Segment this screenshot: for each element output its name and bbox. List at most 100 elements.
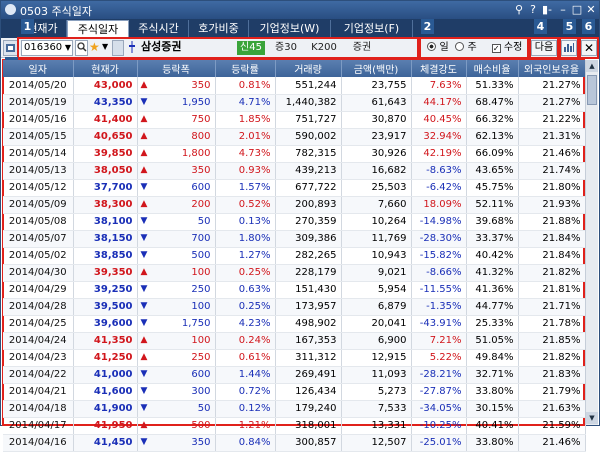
tab-daily[interactable]: 주식일자 — [67, 20, 129, 38]
cell-strength: 44.17% — [411, 94, 467, 112]
table-row[interactable]: 2014/05/13 38,050 ▲ 350 0.93% 439,213 16,682 -8… — [3, 162, 586, 180]
table-row[interactable]: 2014/05/14 39,850 ▲ 1,800 4.73% 782,315 30,926… — [3, 145, 586, 163]
table-row[interactable]: 2014/05/02 38,850 ▼ 500 1.27% 282,265 10,943 -1… — [3, 247, 586, 265]
table-row[interactable]: 2014/05/19 43,350 ▼ 1,950 4.71% 1,440,382 61,6… — [3, 94, 586, 112]
table-row[interactable]: 2014/05/15 40,650 ▲ 800 2.01% 590,002 23,917 32… — [3, 128, 586, 146]
cell-buy-ratio: 45.75% — [466, 179, 519, 197]
col-header-buy-ratio[interactable]: 매수비율 — [466, 60, 519, 77]
edit-checkbox[interactable]: ✓ 수정 — [489, 41, 525, 55]
table-row[interactable]: 2014/04/24 41,350 ▲ 100 0.24% 167,353 6,900 7.2… — [3, 332, 586, 350]
settings-icon[interactable] — [3, 40, 18, 56]
col-header-amount[interactable]: 금액(백만) — [341, 60, 412, 77]
cell-date: 2014/04/28 — [3, 298, 74, 316]
cell-strength: -1.35% — [411, 298, 467, 316]
stock-code-input[interactable]: 016360 ▼ — [21, 40, 73, 56]
cell-foreign-ratio: 21.83% — [518, 366, 586, 384]
cell-date: 2014/05/12 — [3, 179, 74, 197]
cell-date: 2014/05/19 — [3, 94, 74, 112]
table-row[interactable]: 2014/04/28 39,500 ▼ 100 0.25% 173,957 6,879 -1.… — [3, 298, 586, 316]
tab-quote-ratio[interactable]: 호가비중 — [189, 20, 249, 38]
chart-icon[interactable] — [561, 40, 577, 56]
table-row[interactable]: 2014/04/22 41,000 ▼ 600 1.44% 269,491 11,093 -2… — [3, 366, 586, 384]
scroll-thumb[interactable] — [587, 75, 597, 105]
tab-current-price[interactable]: 현재가 — [19, 20, 67, 38]
window-title: 0503 주식일자 — [20, 5, 92, 18]
cell-change: ▼ 350 — [137, 434, 216, 452]
cell-amount: 12,507 — [341, 434, 412, 452]
cell-amount: 23,917 — [341, 128, 412, 146]
table-row[interactable]: 2014/05/16 41,400 ▲ 750 1.85% 751,727 30,870 40… — [3, 111, 586, 129]
layout-icon[interactable]: ▮- — [541, 3, 553, 16]
maximize-button[interactable]: □ — [571, 3, 583, 16]
stock-name: 삼성증권 — [141, 40, 182, 53]
vertical-scrollbar[interactable]: ▲ ▼ — [585, 60, 598, 425]
cell-date: 2014/05/16 — [3, 111, 74, 129]
cell-foreign-ratio: 21.81% — [518, 281, 586, 299]
cell-change: ▼ 50 — [137, 400, 216, 418]
col-header-date[interactable]: 일자 — [3, 60, 74, 77]
table-row[interactable]: 2014/04/21 41,600 ▼ 300 0.72% 126,434 5,273 -27… — [3, 383, 586, 401]
cell-strength: -43.91% — [411, 315, 467, 333]
star-dropdown-icon[interactable]: ▼ — [102, 42, 109, 51]
cell-buy-ratio: 68.47% — [466, 94, 519, 112]
scroll-up-icon[interactable]: ▲ — [586, 60, 598, 72]
cell-volume: 269,491 — [275, 366, 342, 384]
table-row[interactable]: 2014/04/29 39,250 ▼ 250 0.63% 151,430 5,954 -11… — [3, 281, 586, 299]
col-header-strength[interactable]: 체결강도 — [411, 60, 467, 77]
cell-change: ▲ 100 — [137, 264, 216, 282]
highlight-box-5 — [559, 37, 579, 59]
cell-amount: 10,943 — [341, 247, 412, 265]
cell-change-rate: 2.01% — [215, 128, 276, 146]
cell-buy-ratio: 49.84% — [466, 349, 519, 367]
cell-change-rate: 0.63% — [215, 281, 276, 299]
table-row[interactable]: 2014/05/09 38,300 ▲ 200 0.52% 200,893 7,660 18.… — [3, 196, 586, 214]
cell-buy-ratio: 25.33% — [466, 315, 519, 333]
pin-icon[interactable]: ⚲ — [514, 3, 524, 16]
search-icon[interactable] — [75, 40, 88, 56]
dropdown-icon[interactable]: ▼ — [64, 43, 71, 52]
table-row[interactable]: 2014/04/18 41,900 ▼ 50 0.12% 179,240 7,533 -34.… — [3, 400, 586, 418]
cell-foreign-ratio: 21.84% — [518, 247, 586, 265]
next-button[interactable]: 다음 — [531, 40, 557, 56]
cell-volume: 173,957 — [275, 298, 342, 316]
list-icon[interactable] — [112, 40, 124, 56]
table-row[interactable]: 2014/05/08 38,100 ▼ 50 0.13% 270,359 10,264 -14… — [3, 213, 586, 231]
col-header-foreign-ratio[interactable]: 외국인보유율 — [518, 60, 586, 77]
cell-change-rate: 1.80% — [215, 230, 276, 248]
table-row[interactable]: 2014/04/16 41,450 ▼ 350 0.84% 300,857 12,507 -2… — [3, 434, 586, 452]
change-value: 100 — [191, 301, 211, 312]
tab-company-info-f[interactable]: 기업정보(F) — [331, 20, 413, 38]
close-button[interactable]: ✕ — [586, 3, 596, 16]
table-row[interactable]: 2014/05/07 38,150 ▼ 700 1.80% 309,386 11,769 -2… — [3, 230, 586, 248]
table-row[interactable]: 2014/04/23 41,250 ▲ 250 0.61% 311,312 12,915 5.… — [3, 349, 586, 367]
col-header-volume[interactable]: 거래량 — [275, 60, 342, 77]
col-header-change-rate[interactable]: 등락률 — [215, 60, 276, 77]
scroll-down-icon[interactable]: ▼ — [586, 412, 598, 424]
app-icon — [5, 4, 16, 15]
cell-date: 2014/05/13 — [3, 162, 74, 180]
tab-company-info-w[interactable]: 기업정보(W) — [249, 20, 331, 38]
cell-price: 41,900 — [73, 400, 138, 418]
minimize-button[interactable]: – — [560, 3, 566, 16]
cell-change: ▲ 250 — [137, 349, 216, 367]
change-value: 600 — [191, 369, 211, 380]
table-row[interactable]: 2014/05/20 43,000 ▲ 350 0.81% 551,244 23,755 7.… — [3, 77, 586, 95]
up-triangle-icon: ▲ — [140, 165, 148, 175]
radio-week[interactable]: 주 — [453, 41, 479, 55]
tag-margin: 증30 — [275, 42, 297, 53]
tab-intraday[interactable]: 주식시간 — [129, 20, 189, 38]
col-header-change[interactable]: 등락폭 — [137, 60, 216, 77]
help-icon[interactable]: ? — [530, 3, 536, 16]
cell-strength: -8.63% — [411, 162, 467, 180]
cell-strength: 32.94% — [411, 128, 467, 146]
cell-buy-ratio: 66.32% — [466, 111, 519, 129]
table-row[interactable]: 2014/05/12 37,700 ▼ 600 1.57% 677,722 25,503 -6… — [3, 179, 586, 197]
col-header-price[interactable]: 현재가 — [73, 60, 138, 77]
table-row[interactable]: 2014/04/25 39,600 ▼ 1,750 4.23% 498,902 20,041… — [3, 315, 586, 333]
cell-foreign-ratio: 21.84% — [518, 230, 586, 248]
table-row[interactable]: 2014/04/30 39,350 ▲ 100 0.25% 228,179 9,021 -8.… — [3, 264, 586, 282]
radio-day[interactable]: 일 — [425, 41, 451, 55]
favorite-star-icon[interactable]: ★ — [89, 40, 100, 54]
expand-icon[interactable]: ✕ — [581, 40, 597, 56]
cell-foreign-ratio: 21.31% — [518, 128, 586, 146]
